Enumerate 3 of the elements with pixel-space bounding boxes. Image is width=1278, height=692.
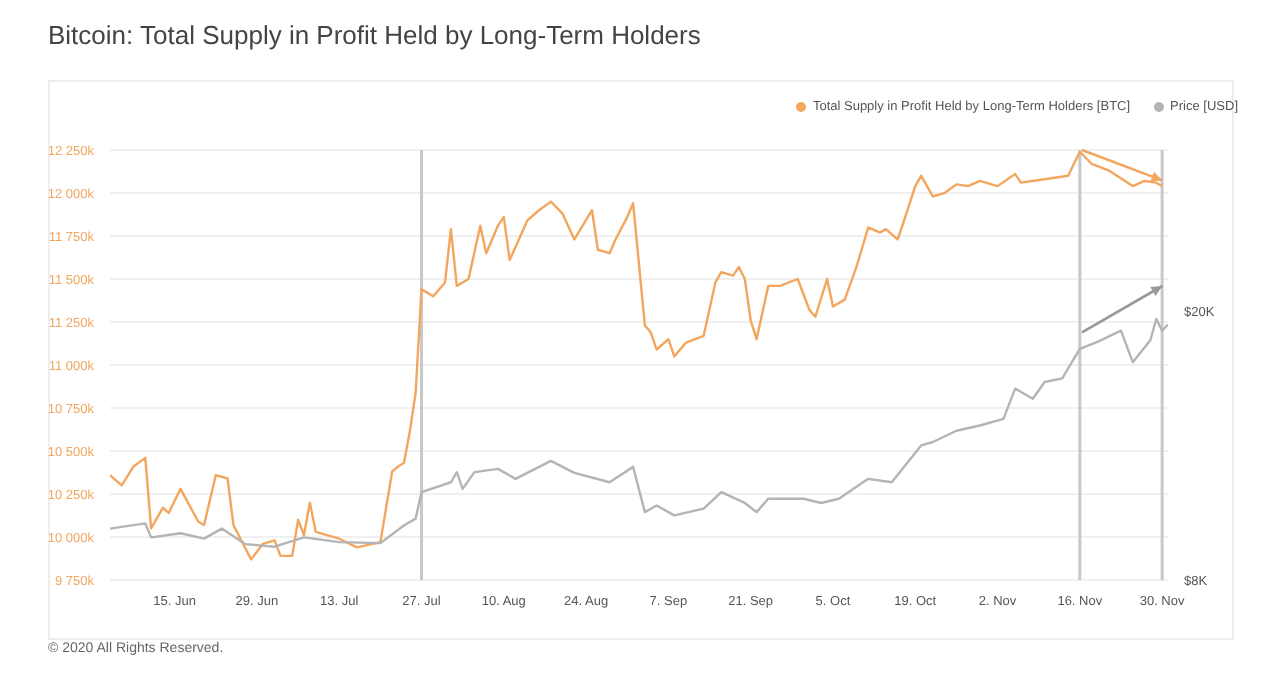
line-series	[110, 150, 1164, 561]
chart-title: Bitcoin: Total Supply in Profit Held by Long-Term Holders	[48, 20, 701, 50]
line-series	[110, 317, 1168, 548]
